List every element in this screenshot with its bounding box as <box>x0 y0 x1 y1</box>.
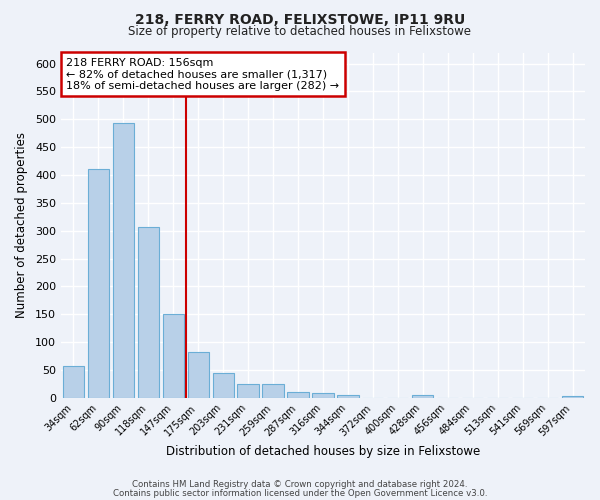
Text: 218 FERRY ROAD: 156sqm
← 82% of detached houses are smaller (1,317)
18% of semi-: 218 FERRY ROAD: 156sqm ← 82% of detached… <box>66 58 339 91</box>
Bar <box>212 372 234 398</box>
Bar <box>337 395 359 398</box>
Text: Contains HM Land Registry data © Crown copyright and database right 2024.: Contains HM Land Registry data © Crown c… <box>132 480 468 489</box>
Bar <box>113 123 134 398</box>
Text: Size of property relative to detached houses in Felixstowe: Size of property relative to detached ho… <box>128 25 472 38</box>
Bar <box>188 352 209 398</box>
X-axis label: Distribution of detached houses by size in Felixstowe: Distribution of detached houses by size … <box>166 444 480 458</box>
Bar <box>88 170 109 398</box>
Bar <box>313 394 334 398</box>
Bar <box>238 384 259 398</box>
Bar <box>562 396 583 398</box>
Y-axis label: Number of detached properties: Number of detached properties <box>15 132 28 318</box>
Bar <box>287 392 308 398</box>
Bar <box>412 395 433 398</box>
Text: 218, FERRY ROAD, FELIXSTOWE, IP11 9RU: 218, FERRY ROAD, FELIXSTOWE, IP11 9RU <box>135 12 465 26</box>
Bar <box>137 227 159 398</box>
Bar <box>163 314 184 398</box>
Text: Contains public sector information licensed under the Open Government Licence v3: Contains public sector information licen… <box>113 488 487 498</box>
Bar <box>262 384 284 398</box>
Bar <box>63 366 84 398</box>
